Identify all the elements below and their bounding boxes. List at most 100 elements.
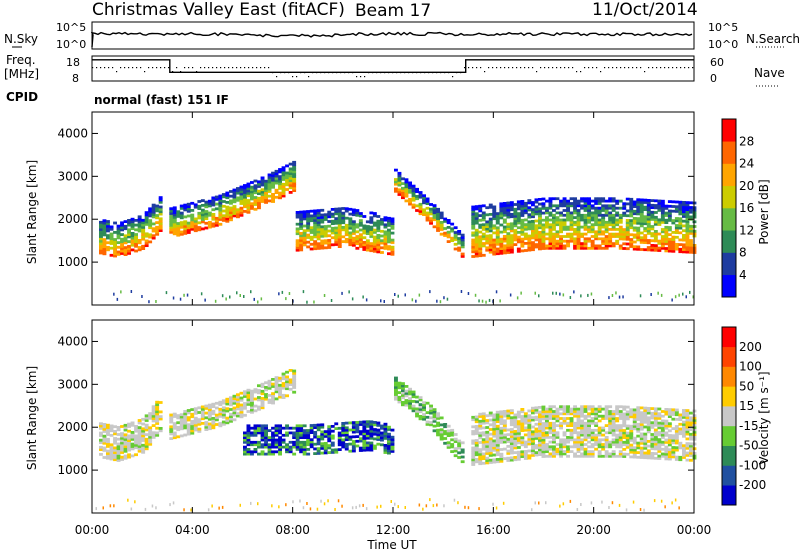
heatmap-cell — [548, 246, 553, 250]
heatmap-cell — [660, 410, 665, 413]
heatmap-cell — [646, 425, 651, 429]
heatmap-cell — [362, 243, 367, 247]
heatmap-cell — [401, 189, 405, 192]
heatmap-cell — [176, 226, 181, 230]
heatmap-cell — [502, 249, 507, 252]
heatmap-cell — [643, 238, 648, 242]
heatmap-cell — [625, 412, 630, 416]
heatmap-cell — [158, 229, 163, 232]
heatmap-cell — [309, 426, 314, 430]
heatmap-cell — [288, 387, 293, 391]
heatmap-cell — [457, 444, 462, 448]
heatmap-cell — [657, 232, 662, 236]
heatmap-cell — [323, 227, 328, 231]
heatmap-cell — [608, 431, 613, 435]
heatmap-cell — [337, 233, 342, 237]
heatmap-cell — [341, 429, 346, 432]
heatmap-cell — [615, 417, 620, 420]
heatmap-cell — [453, 233, 458, 237]
heatmap-cell — [674, 245, 679, 249]
heatmap-cell — [323, 502, 326, 506]
heatmap-cell — [615, 443, 620, 446]
heatmap-cell — [523, 417, 528, 420]
heatmap-cell — [566, 445, 570, 449]
heatmap-cell — [594, 421, 599, 425]
heatmap-cell — [369, 446, 374, 450]
heatmap-cell — [562, 246, 567, 250]
heatmap-cell — [288, 184, 293, 187]
heatmap-cell — [618, 235, 623, 238]
heatmap-cell — [134, 500, 136, 504]
heatmap-cell — [622, 237, 627, 241]
heatmap-cell — [506, 251, 511, 254]
heatmap-cell — [502, 209, 507, 212]
heatmap-cell — [394, 502, 396, 506]
heatmap-cell — [509, 227, 514, 230]
heatmap-cell — [211, 201, 216, 205]
heatmap-cell — [271, 193, 275, 196]
heatmap-cell — [608, 204, 613, 208]
heatmap-cell — [671, 205, 676, 208]
heatmap-cell — [200, 405, 205, 409]
heatmap-cell — [348, 217, 353, 221]
heatmap-cell — [520, 443, 525, 447]
heatmap-cell — [629, 450, 634, 454]
heatmap-cell — [285, 188, 289, 191]
heatmap-cell — [587, 445, 591, 449]
heatmap-cell — [495, 290, 498, 294]
heatmap-cell — [587, 414, 591, 418]
heatmap-cell — [481, 440, 486, 444]
heatmap-cell — [264, 186, 268, 190]
heatmap-cell — [344, 421, 349, 425]
nave-point — [224, 67, 226, 69]
heatmap-cell — [657, 421, 662, 425]
heatmap-cell — [123, 224, 128, 228]
heatmap-cell — [257, 443, 261, 447]
heatmap-cell — [229, 295, 231, 299]
heatmap-cell — [653, 215, 658, 219]
freq-tick-top: 18 — [66, 56, 80, 69]
heatmap-cell — [274, 397, 279, 401]
heatmap-cell — [390, 219, 395, 223]
heatmap-cell — [148, 233, 153, 237]
heatmap-cell — [179, 434, 184, 438]
heatmap-cell — [120, 434, 124, 438]
heatmap-cell — [601, 445, 606, 449]
heatmap-cell — [327, 213, 332, 216]
heatmap-cell — [120, 249, 124, 253]
colorbar-tick-label: 15 — [739, 399, 754, 413]
heatmap-cell — [260, 197, 265, 201]
heatmap-cell — [278, 177, 282, 181]
heatmap-cell — [288, 380, 293, 384]
heatmap-cell — [689, 411, 693, 415]
heatmap-cell — [341, 221, 346, 225]
heatmap-cell — [590, 412, 595, 416]
heatmap-cell — [453, 454, 458, 458]
heatmap-cell — [422, 208, 426, 212]
heatmap-cell — [120, 441, 124, 445]
heatmap-cell — [372, 242, 377, 246]
heatmap-cell — [348, 421, 353, 425]
x-tick-label: 00:00 — [75, 523, 110, 537]
heatmap-cell — [274, 426, 279, 430]
heatmap-cell — [643, 416, 648, 419]
heatmap-cell — [207, 204, 212, 208]
heatmap-cell — [302, 241, 307, 244]
heatmap-cell — [541, 244, 546, 248]
heatmap-cell — [436, 219, 440, 223]
heatmap-cell — [295, 440, 300, 444]
heatmap-cell — [646, 215, 651, 219]
heatmap-cell — [618, 225, 623, 229]
heatmap-cell — [239, 187, 244, 191]
heatmap-cell — [639, 418, 644, 422]
heatmap-cell — [576, 407, 581, 411]
heatmap-cell — [562, 445, 567, 449]
heatmap-cell — [411, 392, 416, 396]
heatmap-cell — [457, 501, 459, 505]
heatmap-cell — [316, 213, 321, 217]
heatmap-cell — [130, 234, 135, 238]
heatmap-cell — [281, 194, 286, 198]
heatmap-cell — [172, 415, 177, 418]
heatmap-cell — [401, 401, 405, 404]
heatmap-cell — [436, 212, 440, 216]
